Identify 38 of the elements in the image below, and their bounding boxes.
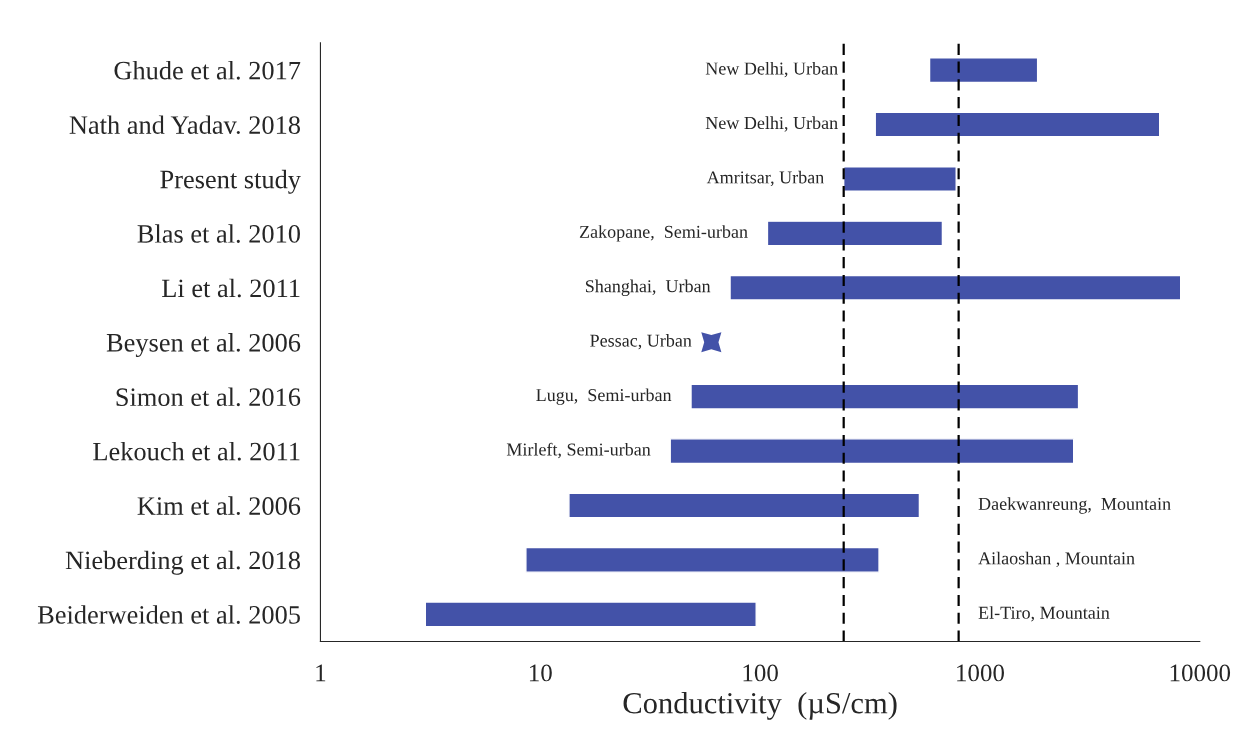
bar bbox=[766, 220, 944, 247]
bar bbox=[424, 601, 757, 628]
annotation: Daekwanreung, Mountain bbox=[978, 497, 1171, 514]
bar bbox=[568, 492, 921, 519]
y-tick-label: Li et al. 2011 bbox=[162, 278, 300, 298]
annotation: Shanghai, Urban bbox=[585, 279, 711, 297]
annotation: Amritsar, Urban bbox=[706, 170, 824, 187]
annotation: New Delhi, Urban bbox=[705, 116, 838, 132]
bar bbox=[669, 438, 1075, 465]
annotation: Zakopane, Semi-urban bbox=[579, 225, 748, 242]
bar bbox=[525, 546, 880, 573]
y-tick-label: Lekouch et al. 2011 bbox=[93, 441, 300, 461]
y-tick-label: Kim et al. 2006 bbox=[137, 496, 301, 516]
bar bbox=[842, 166, 957, 192]
x-tick-label: 10000 bbox=[1170, 664, 1231, 682]
y-tick-label: Nieberding et al. 2018 bbox=[65, 550, 300, 575]
annotation: Lugu, Semi-urban bbox=[536, 388, 672, 405]
annotation: Pessac, Urban bbox=[590, 334, 692, 350]
y-tick-label: Ghude et al. 2017 bbox=[114, 60, 301, 80]
bar bbox=[874, 111, 1161, 138]
annotation: Mirleft, Semi-urban bbox=[506, 442, 651, 459]
x-tick-label: 10 bbox=[529, 664, 552, 682]
y-tick-label: Simon et al. 2016 bbox=[116, 387, 301, 407]
annotation: New Delhi, Urban bbox=[705, 61, 838, 78]
bar bbox=[729, 274, 1182, 301]
y-tick-label: Blas et al. 2010 bbox=[137, 224, 300, 243]
annotation: El-Tiro, Mountain bbox=[978, 606, 1110, 622]
y-tick-label: Present study bbox=[160, 169, 301, 194]
bar bbox=[690, 383, 1080, 410]
y-tick-label: Beysen et al. 2006 bbox=[106, 333, 301, 358]
x-tick-label: 1000 bbox=[957, 664, 1004, 682]
x-tick-label: 100 bbox=[743, 664, 778, 682]
bar bbox=[928, 57, 1039, 84]
x-axis-title: Conductivity (µS/cm) bbox=[623, 692, 897, 720]
y-tick-label: Beiderweiden et al. 2005 bbox=[37, 605, 300, 624]
x-tick-label: 1 bbox=[316, 664, 326, 682]
y-tick-label: Nath and Yadav. 2018 bbox=[69, 115, 300, 135]
annotation: Ailaoshan , Mountain bbox=[978, 551, 1135, 568]
